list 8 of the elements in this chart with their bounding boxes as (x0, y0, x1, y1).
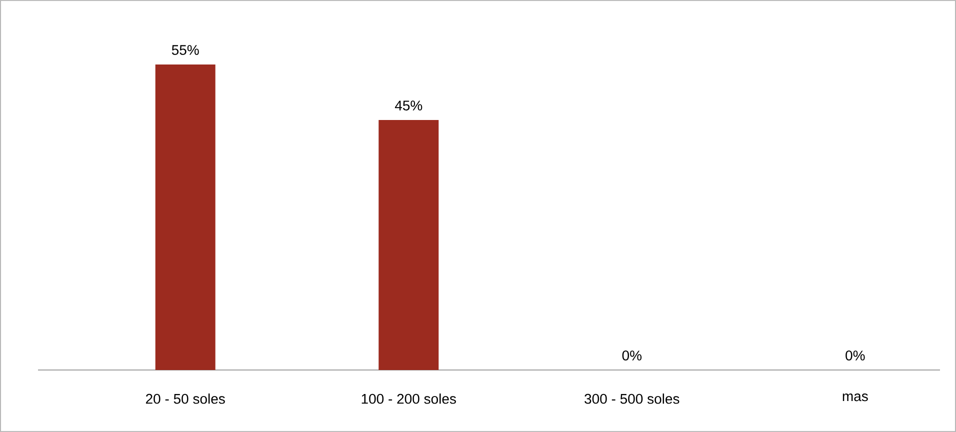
x-tick-label: 20 - 50 soles (146, 394, 225, 404)
x-tick-label: 300 - 500 soles (584, 394, 680, 404)
x-tick-label: 100 - 200 soles (362, 394, 456, 404)
data-label: 55% (172, 45, 199, 55)
x-tick-label: mas (842, 394, 868, 402)
data-label: 0% (622, 350, 642, 360)
data-label: 45% (394, 100, 422, 110)
data-label: 0% (846, 350, 865, 360)
